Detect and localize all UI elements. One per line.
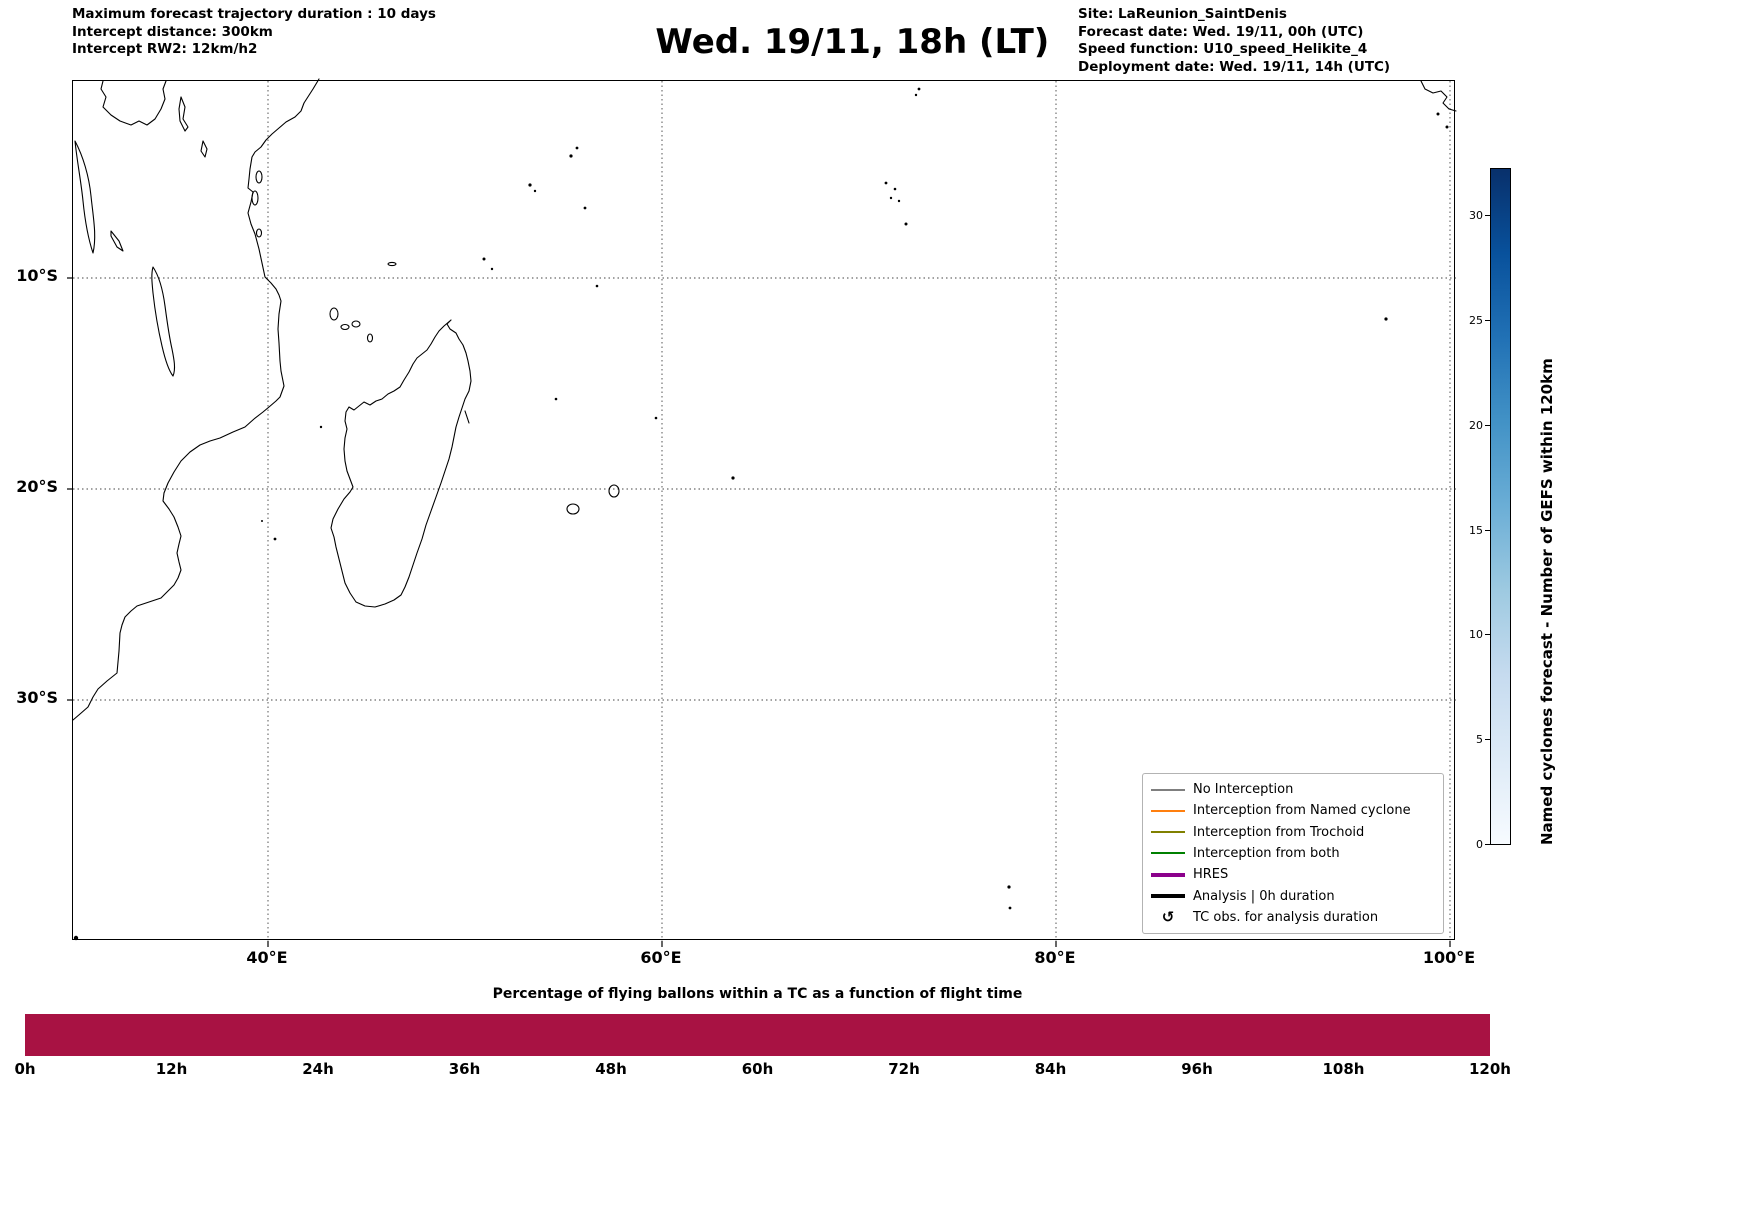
bc-tick-72h: 72h [888,1060,920,1078]
small-lake-2 [200,140,208,158]
legend-line-orange [1151,809,1185,812]
colorbar-tick-label: 30 [1469,209,1483,222]
colorbar-gradient [1490,168,1511,845]
legend-item-both: Interception from both [1151,843,1435,864]
lake-tanganyika [74,140,96,254]
lake-victoria [100,80,167,126]
colorbar-tick [1485,215,1490,217]
legend-item-trochoid: Interception from Trochoid [1151,822,1435,843]
legend-line-gray [1151,788,1185,791]
legend-item-named-cyclone: Interception from Named cyclone [1151,800,1435,821]
bottom-chart-axis: 0h 12h 24h 36h 48h 60h 72h 84h 96h 108h … [14,1060,1511,1080]
legend-line-olive [1151,831,1185,834]
colorbar-tick [1485,530,1490,532]
legend-label: Analysis | 0h duration [1193,888,1335,904]
bc-tick-120h: 120h [1469,1060,1511,1078]
colorbar-tick [1485,844,1490,846]
bc-tick-36h: 36h [448,1060,481,1078]
reunion-island [566,503,580,515]
deployment-date-text: Deployment date: Wed. 19/11, 14h (UTC) [1078,58,1391,75]
zanzibar-island [251,190,259,206]
colorbar-axis-label: Named cyclones forecast - Number of GEFS… [1538,358,1556,845]
figure-title: Wed. 19/11, 18h (LT) [655,22,1050,62]
header-right-info: Site: LaReunion_SaintDenis Forecast date… [1078,6,1390,76]
bottom-chart-bar [25,1014,1490,1056]
ytick-10s: 10°S [16,266,58,285]
map-panel: No Interception Interception from Named … [67,78,1457,947]
bc-tick-84h: 84h [1034,1060,1067,1078]
intercept-rw2-text: Intercept RW2: 12km/h2 [72,41,258,57]
legend-line-purple [1151,872,1185,877]
africa-coast [72,78,320,721]
colorbar-tick-label: 25 [1469,314,1483,327]
graticule [73,81,1456,941]
bc-tick-96h: 96h [1181,1060,1213,1078]
legend-item-tc-obs: ↺ TC obs. for analysis duration [1151,907,1435,928]
axis-ticks [67,277,1451,947]
colorbar-tick [1485,739,1490,741]
bc-tick-24h: 24h [302,1060,334,1078]
mafia-island [255,228,263,238]
bc-tick-12h: 12h [155,1060,188,1078]
colorbar: 0 5 10 15 20 25 30 Named cyclones foreca… [1450,168,1580,851]
bc-tick-108h: 108h [1322,1060,1365,1078]
colorbar-tick [1485,634,1490,636]
bc-tick-48h: 48h [595,1060,627,1078]
pemba-island [255,170,263,184]
small-lake-1 [178,96,189,132]
legend-label: TC obs. for analysis duration [1193,909,1379,925]
colorbar-tick [1485,425,1490,427]
ytick-30s: 30°S [16,688,58,707]
legend-label: HRES [1193,867,1229,883]
site-text: Site: LaReunion_SaintDenis [1078,6,1287,22]
xtick-60e: 60°E [640,948,682,967]
xtick-80e: 80°E [1034,948,1076,967]
max-duration-text: Maximum forecast trajectory duration : 1… [72,6,436,22]
bc-tick-60h: 60h [741,1060,774,1078]
mayotte-island [366,333,374,343]
anjouan-island [351,320,361,328]
legend-item-hres: HRES [1151,864,1435,885]
grande-comore-island [329,307,339,321]
sumatra-coast [1420,80,1457,112]
map-legend: No Interception Interception from Named … [1142,772,1444,934]
legend-line-green [1151,852,1185,855]
bottom-chart-title: Percentage of flying ballons within a TC… [492,986,1023,1002]
legend-label: Interception from Trochoid [1193,824,1365,840]
madagascar-coast [330,319,472,608]
aldabra-island [387,261,397,267]
bc-tick-0h: 0h [14,1060,36,1078]
forecast-date-text: Forecast date: Wed. 19/11, 00h (UTC) [1078,23,1364,40]
colorbar-tick-label: 15 [1469,524,1483,537]
speed-function-text: Speed function: U10_speed_Helikite_4 [1078,41,1368,57]
lake-malawi [151,266,176,377]
legend-item-analysis: Analysis | 0h duration [1151,885,1435,906]
island-dots [73,87,1449,941]
legend-label: Interception from both [1193,845,1340,861]
legend-label: Interception from Named cyclone [1193,803,1411,819]
legend-label: No Interception [1193,782,1294,798]
ytick-20s: 20°S [16,477,58,496]
moheli-island [340,323,350,331]
colorbar-tick-label: 20 [1469,419,1483,432]
colorbar-tick-label: 10 [1469,628,1483,641]
coastlines [72,78,1457,721]
xtick-100e: 100°E [1422,948,1476,967]
colorbar-tick-label: 0 [1476,838,1483,851]
colorbar-tick-label: 5 [1476,733,1483,746]
mauritius-island [608,484,620,498]
header-left-info: Maximum forecast trajectory duration : 1… [72,6,436,59]
colorbar-tick [1485,320,1490,322]
legend-item-no-interception: No Interception [1151,779,1435,800]
tc-obs-rotate-icon: ↺ [1161,907,1175,926]
legend-line-black [1151,894,1185,899]
xtick-40e: 40°E [246,948,288,967]
map-coastlines-svg [67,78,1457,947]
sainte-marie-island [464,410,470,424]
lake-rukwa [110,230,124,252]
intercept-distance-text: Intercept distance: 300km [72,23,273,40]
